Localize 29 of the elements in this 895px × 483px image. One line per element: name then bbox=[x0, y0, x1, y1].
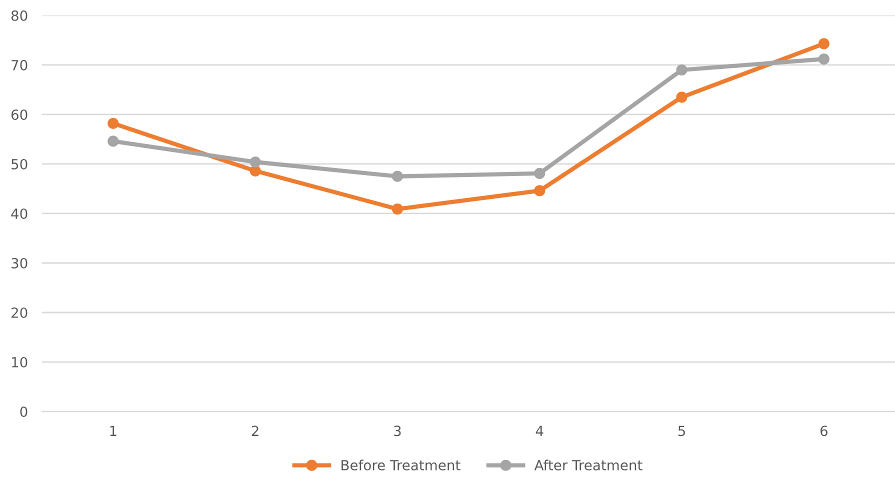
point bbox=[250, 156, 261, 168]
point bbox=[818, 53, 830, 65]
point bbox=[818, 38, 830, 50]
y-tick-label: 20 bbox=[12, 307, 28, 318]
y-tick-label: 0 bbox=[20, 406, 28, 417]
x-tick-label: 5 bbox=[678, 426, 685, 436]
y-tick-label: 80 bbox=[11, 10, 28, 21]
legend-label: After Treatment bbox=[534, 460, 642, 470]
y-tick-label: 60 bbox=[11, 109, 28, 120]
y-tick-label: 10 bbox=[12, 356, 28, 368]
y-tick-label: 30 bbox=[12, 258, 28, 268]
legend-label: Before Treatment bbox=[342, 460, 460, 470]
point bbox=[250, 165, 261, 176]
x-tick-label: 4 bbox=[536, 426, 544, 436]
point bbox=[676, 92, 688, 103]
point bbox=[108, 118, 119, 129]
x-tick-label: 1 bbox=[110, 426, 116, 436]
x-tick-label: 2 bbox=[252, 426, 258, 436]
x-tick-label: 6 bbox=[820, 426, 828, 436]
point bbox=[534, 185, 546, 196]
x-tick-label: 3 bbox=[394, 426, 401, 436]
point bbox=[676, 64, 688, 76]
y-tick-label: 40 bbox=[11, 208, 28, 219]
point bbox=[534, 168, 546, 179]
y-tick-label: 70 bbox=[12, 60, 28, 70]
y-tick-label: 50 bbox=[12, 158, 28, 170]
point bbox=[392, 203, 404, 215]
point bbox=[108, 136, 119, 147]
point bbox=[392, 170, 404, 182]
